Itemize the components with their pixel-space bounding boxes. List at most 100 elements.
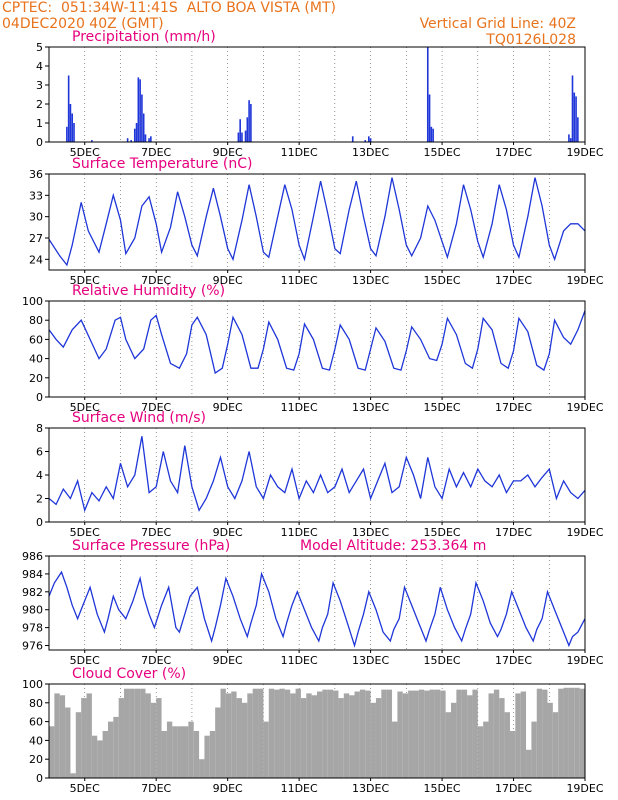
temperature-ytick-label: 36 [29, 168, 43, 181]
temperature-panel: 24 27 30 33 36 5DEC 7DEC 9DEC 11DEC 13DEC 15DEC 17D… [29, 156, 604, 287]
precipitation-bar [130, 140, 132, 142]
cloud-cover-bar [558, 688, 564, 778]
cloud-cover-bar [300, 698, 307, 778]
humidity-panel: 0 20 40 60 80 100 5DEC 7DEC 9DEC 11DEC 13DEC 15DEC 1… [22, 283, 604, 414]
humidity-ytick-label: 100 [22, 295, 43, 308]
precipitation-bar [575, 96, 577, 142]
precipitation-xtick-label: 5DEC [70, 146, 100, 159]
pressure-ytick-label: 980 [22, 604, 43, 617]
humidity-ytick-label: 40 [29, 353, 43, 366]
temperature-frame [48, 173, 586, 271]
precipitation-bar [364, 140, 367, 142]
temperature-title: Surface Temperature (nC) [72, 156, 253, 172]
cloud-cover-bar [150, 702, 157, 778]
cloud-cover-bar [225, 693, 232, 778]
cloud-cover-bar [113, 716, 119, 778]
precipitation-bar [244, 130, 247, 142]
cloud-cover-bar [295, 688, 301, 778]
temperature-xtick-label: 15DEC [424, 274, 461, 287]
precipitation-bar [369, 138, 372, 142]
humidity-xtick-label: 7DEC [141, 401, 171, 414]
precipitation-bar [69, 104, 72, 142]
pressure-ytick-label: 976 [22, 640, 43, 653]
humidity-title: Relative Humidity (%) [72, 283, 225, 299]
wind-line [48, 436, 586, 513]
precipitation-xtick-label: 11DEC [281, 146, 318, 159]
precipitation-frame [48, 46, 586, 143]
cloud-cover-bar [451, 702, 457, 778]
precipitation-bar [430, 126, 433, 142]
temperature-line [48, 177, 586, 267]
cloud-cover-bar [526, 749, 532, 778]
precipitation-bar [248, 100, 250, 142]
cloud-cover-title: Cloud Cover (%) [72, 666, 186, 682]
wind-ytick-label: 4 [36, 469, 43, 482]
cloud-cover-bar [413, 690, 419, 778]
precipitation-bar [351, 136, 354, 142]
pressure-xtick-label: 11DEC [281, 654, 318, 667]
cloud-cover-bar [504, 712, 510, 778]
precipitation-ytick-label: 0 [36, 136, 43, 149]
cloud-cover-bar [258, 688, 264, 778]
humidity-line [48, 310, 586, 375]
wind-ytick-label: 2 [36, 493, 43, 506]
cloud-cover-bar [199, 759, 205, 778]
cloud-cover-bar [70, 773, 76, 778]
precipitation-ytick-label: 3 [36, 79, 43, 92]
model-id: TQ0126L028 [486, 32, 576, 48]
cloud-cover-xtick-label: 17DEC [495, 782, 532, 795]
precipitation-bar [66, 126, 68, 142]
temperature-ytick-label: 30 [29, 211, 43, 224]
cloud-cover-bar [531, 721, 537, 778]
temperature-xtick-label: 5DEC [70, 274, 100, 287]
cloud-cover-bar [86, 693, 92, 778]
cloud-cover-bar [65, 707, 71, 778]
cloud-cover-bar [392, 721, 398, 778]
cloud-cover-bar [381, 689, 387, 778]
cloud-cover-bar [493, 689, 500, 778]
humidity-frame [48, 300, 586, 398]
cloud-cover-bar [252, 688, 259, 778]
temperature-xtick-label: 7DEC [141, 274, 171, 287]
cloud-cover-bar [263, 721, 269, 778]
pressure-xtick-label: 9DEC [213, 654, 243, 667]
precipitation-bar [246, 117, 249, 142]
cloud-cover-bar [97, 740, 103, 778]
cloud-cover-bar [172, 726, 178, 778]
cloud-cover-bar [209, 731, 216, 778]
cloud-cover-panel: 0 20 40 60 80 100 5DEC 7DEC 9DEC 11DEC 13DEC 15DEC 1… [22, 666, 604, 795]
precipitation-bar [150, 136, 152, 142]
precipitation-bar [573, 92, 576, 142]
cloud-cover-xtick-label: 19DEC [566, 782, 603, 795]
cloud-cover-bar [461, 689, 468, 778]
wind-ytick-label: 6 [36, 446, 43, 459]
cloud-cover-bar [370, 702, 376, 778]
cloud-cover-bar [161, 731, 167, 778]
precipitation-xtick-label: 19DEC [566, 146, 603, 159]
precipitation-bar [73, 123, 75, 142]
cloud-cover-bar [124, 688, 130, 778]
cloud-cover-bar [483, 721, 489, 778]
cloud-cover-bar [81, 698, 87, 778]
wind-xtick-label: 11DEC [281, 526, 318, 539]
cloud-cover-bar [343, 693, 350, 778]
temperature-xtick-label: 13DEC [352, 274, 389, 287]
cloud-cover-bar [568, 687, 575, 778]
wind-xtick-label: 7DEC [141, 526, 171, 539]
humidity-xtick-label: 11DEC [281, 401, 318, 414]
cloud-cover-bar [424, 690, 430, 778]
precipitation-bar [432, 128, 434, 142]
temperature-xtick-label: 11DEC [281, 274, 318, 287]
precipitation-title: Precipitation (mm/h) [72, 29, 216, 45]
cloud-cover-bar [156, 698, 162, 778]
wind-ytick-label: 8 [36, 422, 43, 435]
cloud-cover-bar [140, 688, 146, 778]
cloud-cover-bar [322, 689, 328, 778]
pressure-frame [48, 555, 586, 651]
pressure-xtick-label: 7DEC [141, 654, 171, 667]
cloud-cover-bar [456, 689, 462, 778]
precipitation-xtick-label: 9DEC [213, 146, 243, 159]
precipitation-xtick-label: 13DEC [352, 146, 389, 159]
precipitation-panel: 0 1 2 3 4 5 5DEC 7DEC 9DEC 11DEC 13DEC 15DEC 17DEC 19… [36, 29, 604, 159]
